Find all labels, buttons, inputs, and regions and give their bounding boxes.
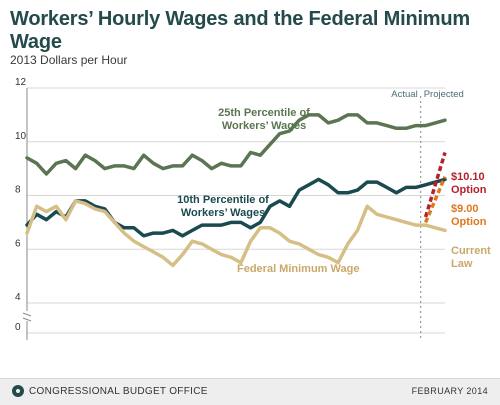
footer-date: FEBRUARY 2014 [411, 386, 488, 396]
chart-title: Workers’ Hourly Wages and the Federal Mi… [10, 8, 470, 53]
series-25th-percentile-line [25, 113, 447, 176]
axes: 0468101219731978198319881993199820032008… [15, 77, 464, 340]
label-10-10-option: $10.10 Option [451, 171, 487, 196]
actual-label: Actual [391, 89, 417, 100]
label-10th-percentile: 10th Percentile of Workers’ Wages [177, 194, 269, 219]
series-lines [25, 113, 447, 268]
axis-break-mark [22, 312, 32, 317]
label-9-00-option: $9.00 Option [451, 203, 487, 228]
line-chart: 0468101219731978198319881993199820032008… [15, 77, 491, 340]
y-axis-unit-label: 2013 Dollars per Hour [10, 53, 128, 67]
label-federal-minimum-wage: Federal Minimum Wage [237, 263, 359, 275]
y-tick-label: 12 [15, 77, 27, 88]
series-minimum-wage-line [25, 199, 447, 268]
projected-label: Projected [424, 89, 464, 100]
axis-break-mark [22, 317, 32, 322]
footer: CONGRESSIONAL BUDGET OFFICE FEBRUARY 201… [0, 378, 500, 405]
y-tick-label: 0 [15, 322, 21, 333]
label-25th-percentile: 25th Percentile of Workers’ Wages [218, 107, 310, 132]
grid-lines [27, 87, 445, 334]
y-tick-label: 4 [15, 292, 21, 303]
series-labels: 25th Percentile of Workers’ Wages 10th Per… [177, 107, 491, 275]
projection-9-00-line [423, 176, 447, 224]
y-tick-label: 6 [15, 238, 21, 249]
projection-10-10-line [423, 151, 447, 218]
series-10th-percentile-line [25, 177, 447, 238]
footer-source: CONGRESSIONAL BUDGET OFFICE [12, 385, 208, 397]
cbo-logo-icon [12, 385, 24, 397]
y-tick-label: 8 [15, 185, 21, 196]
y-tick-label: 10 [15, 131, 27, 142]
label-current-law: Current Law [451, 245, 491, 270]
footer-source-text: CONGRESSIONAL BUDGET OFFICE [29, 385, 208, 397]
